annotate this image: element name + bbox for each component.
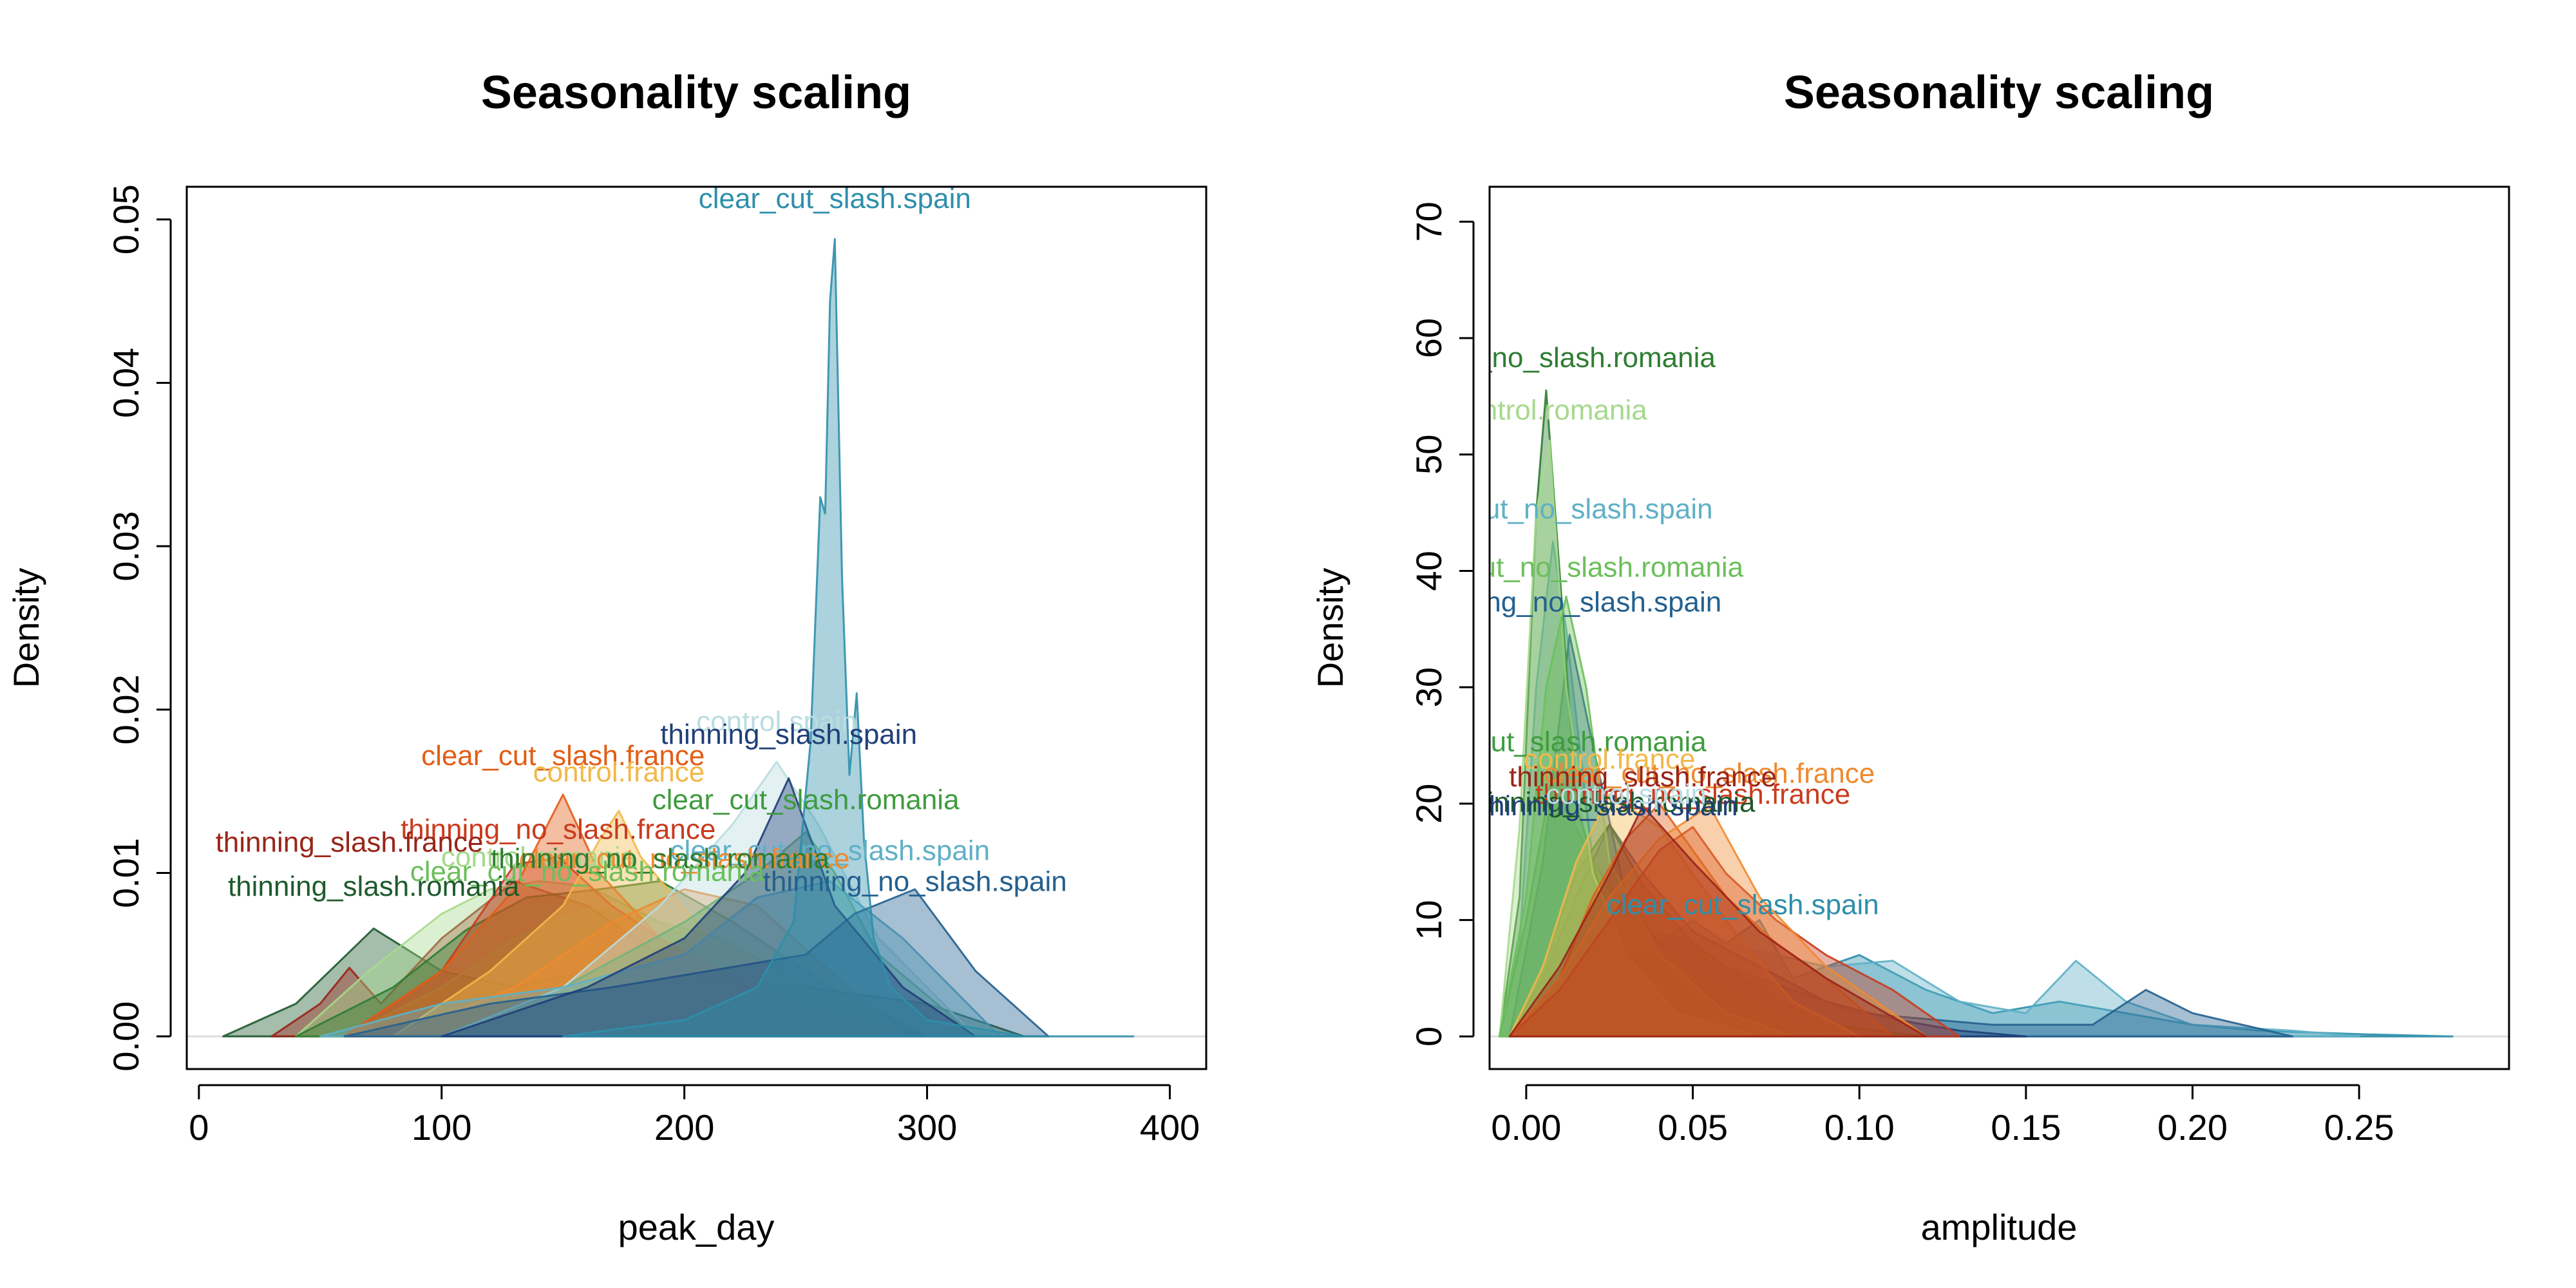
series-label-control-spain: control.spain: [1546, 779, 1706, 810]
series-label-thinning-slash-france: thinning_slash.france: [216, 827, 484, 858]
density-area-thinning-no-slash-spain: [1508, 634, 2294, 1037]
y-tick-label: 0.03: [106, 511, 146, 582]
plot-area: thinning_no_slash.romania control.romania…: [1377, 342, 2509, 1037]
series-label-clear-cut-slash-france: clear_cut_slash.france: [421, 740, 705, 772]
series-label-clear-cut-slash-romania: clear_cut_slash.romania: [1399, 726, 1707, 758]
x-tick-label: 400: [1140, 1107, 1200, 1148]
x-axis-label: amplitude: [1921, 1207, 2078, 1247]
series-label-thinning-slash-romania: thinning_slash.romania: [228, 871, 520, 902]
y-tick-label: 0.02: [106, 674, 146, 744]
plot-area: [187, 238, 1206, 1037]
x-tick-label: 0.20: [2157, 1107, 2228, 1148]
y-tick-label: 30: [1408, 667, 1449, 707]
series-label-clear-cut-no-slash-romania: clear_cut_no_slash.romania: [410, 856, 765, 887]
series-label-thinning-no-slash-france: thinning_no_slash.france: [1535, 779, 1850, 810]
y-tick-label: 0: [1408, 1027, 1449, 1046]
series-label-clear-cut-no-slash-france: clear_cut_no_slash.france: [1544, 757, 1875, 789]
panel-title: Seasonality scaling: [481, 67, 911, 118]
density-area-thinning-no-slash-france: [1508, 826, 1960, 1037]
y-tick-label: 10: [1408, 900, 1449, 940]
density-area-clear-cut-slash-romania: [1499, 770, 1827, 1037]
x-tick-label: 0.15: [1991, 1107, 2061, 1148]
series-label-control-romania: control.romania: [441, 841, 637, 873]
y-tick-label: 0.05: [106, 184, 146, 254]
panel-title: Seasonality scaling: [1784, 67, 2214, 118]
plot-frame: [1488, 185, 2510, 1070]
series-label-control-spain: control.spain: [696, 706, 857, 737]
series-label-clear-cut-no-slash-spain: clear_cut_no_slash.spain: [670, 835, 990, 866]
series-label-control-france: control.france: [533, 757, 705, 788]
y-tick-label: 0.01: [106, 838, 146, 908]
y-tick-label: 0.00: [106, 1001, 146, 1072]
series-label-clear-cut-no-slash-romania: clear_cut_no_slash.romania: [1389, 552, 1744, 583]
x-tick-label: 300: [897, 1107, 957, 1148]
series-label-thinning-no-slash-spain: thinning_no_slash.spain: [763, 866, 1067, 898]
series-label-thinning-no-slash-romania: thinning_no_slash.romania: [491, 843, 829, 875]
y-tick-label: 0.04: [106, 348, 146, 418]
y-tick-label: 40: [1408, 551, 1449, 591]
y-axis-label: Density: [6, 568, 46, 688]
series-label-clear-cut-slash-spain: clear_cut_slash.spain: [699, 183, 971, 214]
density-area-clear-cut-no-slash-spain: [319, 880, 1001, 1037]
x-tick-label: 0.05: [1658, 1107, 1728, 1148]
series-label-thinning-slash-spain: thinning_slash.spain: [660, 719, 917, 750]
series-label-clear-cut-no-slash-spain: clear_cut_no_slash.spain: [1393, 493, 1713, 525]
density-area-clear-cut-no-slash-romania: [343, 907, 880, 1037]
density-area-clear-cut-no-slash-france: [1508, 805, 1927, 1037]
series-labels: clear_cut_slash.spaincontrol.spainthinni…: [216, 183, 1067, 902]
x-tick-label: 0.10: [1824, 1107, 1895, 1148]
density-area-clear-cut-slash-romania: [440, 831, 977, 1037]
series-label-control-romania: control.romania: [1452, 395, 1647, 426]
density-area-control-france: [392, 810, 904, 1037]
x-tick-label: 0.00: [1491, 1107, 1561, 1148]
series-label-thinning-no-slash-france: thinning_no_slash.france: [401, 813, 715, 845]
panel-amplitude: Seasonality scaling amplitude Density th…: [1310, 67, 2510, 1247]
density-area-thinning-slash-france: [1508, 805, 1927, 1037]
x-axis-label: peak_day: [618, 1207, 775, 1247]
density-area-control-spain: [440, 761, 977, 1037]
axes: 0 100 200 300 400 0.00 0.01 0.02 0.03 0.04 0.05: [106, 184, 1200, 1148]
density-area-clear-cut-slash-spain: [562, 238, 1135, 1037]
series-label-thinning-slash-spain: thinning_slash.spain: [1481, 790, 1738, 822]
series-label-clear-cut-slash-romania: clear_cut_slash.romania: [652, 784, 960, 816]
series-label-control-france: control.france: [1524, 744, 1696, 775]
density-area-thinning-slash-spain: [440, 777, 977, 1037]
y-axis-label: Density: [1310, 568, 1350, 688]
density-areas: [1490, 389, 2509, 1037]
series-label-thinning-slash-romania: thinning_slash.romania: [1464, 787, 1756, 819]
series-label-clear-cut-no-slash-france: clear_cut_no_slash.france: [519, 843, 850, 875]
y-tick-label: 50: [1408, 435, 1449, 475]
x-tick-label: 200: [654, 1107, 714, 1148]
density-areas: [187, 238, 1206, 1037]
density-area-control-romania: [1499, 439, 1761, 1037]
density-area-clear-cut-no-slash-spain: [1499, 540, 2360, 1037]
series-label-thinning-slash-france: thinning_slash.france: [1509, 761, 1777, 793]
density-area-thinning-slash-romania: [1508, 823, 1927, 1037]
density-area-clear-cut-no-slash-romania: [1499, 595, 1794, 1037]
density-area-control-france: [1508, 793, 1861, 1037]
y-tick-label: 20: [1408, 784, 1449, 824]
series-label-clear-cut-slash-spain: clear_cut_slash.spain: [1607, 889, 1879, 921]
series-label-thinning-no-slash-romania: thinning_no_slash.romania: [1377, 342, 1716, 374]
y-tick-label: 70: [1408, 202, 1449, 242]
panel-peak-day: Seasonality scaling peak_day Density 0 10…: [6, 67, 1208, 1247]
density-area-clear-cut-slash-spain: [1508, 919, 2454, 1037]
density-area-clear-cut-slash-france: [343, 793, 855, 1037]
axes: 0.00 0.05 0.10 0.15 0.20 0.25 0 10 20 30 40 50 60 70: [1408, 202, 2394, 1148]
series-labels-clipped: thinning_no_slash.romania control.romania…: [1377, 342, 1879, 921]
x-tick-label: 0: [189, 1107, 209, 1148]
y-tick-label: 60: [1408, 318, 1449, 358]
series-label-thinning-no-slash-spain: thinning_no_slash.spain: [1417, 587, 1721, 618]
x-tick-label: 0.25: [2324, 1107, 2394, 1148]
x-tick-label: 100: [412, 1107, 471, 1148]
plot-frame: [185, 185, 1208, 1070]
